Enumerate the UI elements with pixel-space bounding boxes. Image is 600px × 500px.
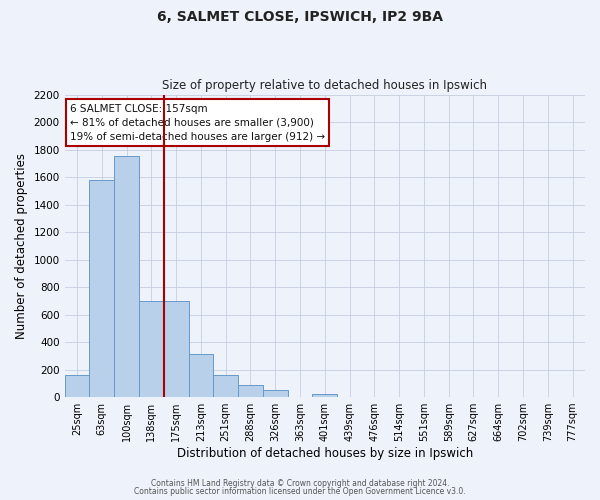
Bar [114, 156, 139, 397]
Text: 6 SALMET CLOSE: 157sqm
← 81% of detached houses are smaller (3,900)
19% of semi-: 6 SALMET CLOSE: 157sqm ← 81% of detached… [70, 104, 325, 142]
Text: Contains public sector information licensed under the Open Government Licence v3: Contains public sector information licen… [134, 487, 466, 496]
Bar [139, 301, 164, 397]
Bar [188, 354, 214, 397]
X-axis label: Distribution of detached houses by size in Ipswich: Distribution of detached houses by size … [177, 447, 473, 460]
Bar [65, 375, 89, 397]
Bar [164, 301, 188, 397]
Bar [238, 384, 263, 397]
Text: Contains HM Land Registry data © Crown copyright and database right 2024.: Contains HM Land Registry data © Crown c… [151, 478, 449, 488]
Bar [214, 375, 238, 397]
Text: 6, SALMET CLOSE, IPSWICH, IP2 9BA: 6, SALMET CLOSE, IPSWICH, IP2 9BA [157, 10, 443, 24]
Bar [263, 390, 287, 397]
Y-axis label: Number of detached properties: Number of detached properties [15, 153, 28, 339]
Bar [313, 394, 337, 397]
Title: Size of property relative to detached houses in Ipswich: Size of property relative to detached ho… [163, 79, 487, 92]
Bar [89, 180, 114, 397]
